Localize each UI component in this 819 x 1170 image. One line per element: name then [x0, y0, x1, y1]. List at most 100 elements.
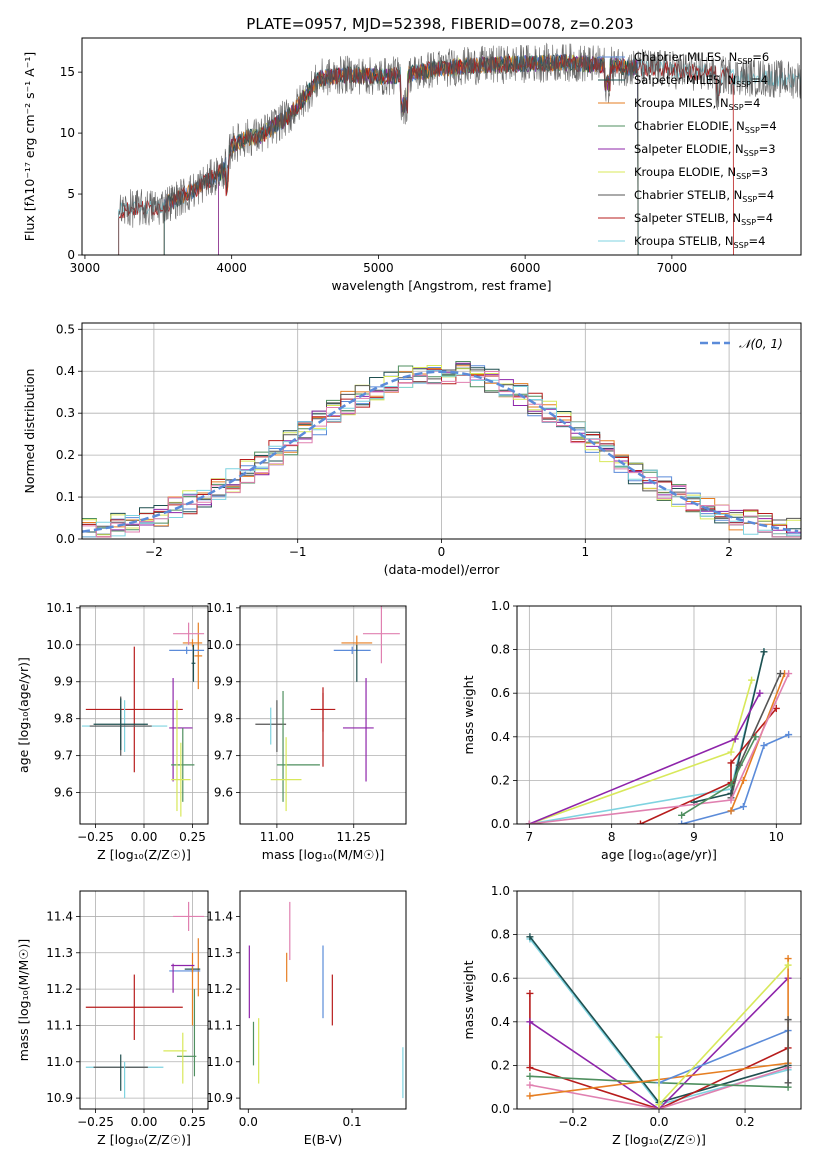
y-tick-label: 10	[60, 126, 75, 140]
axes-frame	[516, 605, 802, 825]
weight-marker	[784, 1079, 792, 1087]
weight-marker	[526, 1072, 534, 1080]
axes-mass_vs_Z: −0.25 0.00 0.25 10.9 11.0 11.1 11.2 11.3 11.4 Z […	[16, 890, 209, 1147]
weight-line-pink	[529, 1066, 789, 1109]
x-tick-label: 0.2	[736, 1115, 755, 1129]
y-tick-label: 9.9	[214, 675, 233, 689]
x-tick-label: 11.25	[337, 830, 371, 844]
y-tick-label: 9.6	[54, 786, 73, 800]
x-tick-label: 0.00	[131, 830, 158, 844]
weight-line-salpeter_stelib	[640, 707, 777, 824]
y-tick-label: 9.8	[214, 712, 233, 726]
plot-area-age_vs_Z	[81, 622, 205, 817]
y-tick-label: 0.4	[491, 1015, 510, 1029]
legend-entry: Chabrier ELODIE, NSSP=4	[634, 119, 777, 135]
x-tick-label: 2	[725, 545, 733, 559]
x-tick-label: 0.25	[179, 830, 206, 844]
axes-mass_vs_ebv: 0.0 0.1 10.9 11.0 11.1 11.2 11.3 11.4 E(B-V)	[206, 890, 407, 1147]
weight-marker	[526, 1081, 534, 1089]
weight-marker	[760, 648, 768, 656]
weight-marker	[655, 1101, 663, 1109]
x-axis-label: mass [log₁₀(M/M☉)]	[262, 847, 384, 862]
weight-marker	[526, 989, 534, 997]
spectrum-line-salpeter_elodie	[218, 54, 639, 255]
y-tick-label: 11.1	[46, 1018, 73, 1032]
y-axis-label: Normed distribution	[22, 369, 37, 494]
y-tick-label: 11.2	[206, 982, 233, 996]
weight-marker	[727, 759, 735, 767]
x-axis-label: E(B-V)	[304, 1132, 343, 1147]
x-tick-label: 0.25	[179, 1115, 206, 1129]
y-axis-label: Flux [fλ10⁻¹⁷ erg cm⁻² s⁻¹ A⁻¹]	[22, 52, 37, 241]
y-tick-label: 10.9	[206, 1091, 233, 1105]
weight-marker	[526, 1018, 534, 1026]
plot-area-residuals	[82, 361, 801, 538]
y-tick-label: 9.7	[214, 749, 233, 763]
weight-marker	[636, 820, 644, 824]
weight-marker	[785, 731, 793, 739]
x-axis-label: age [log₁₀(age/yr)]	[601, 847, 717, 862]
plot-area-spectrum	[118, 42, 801, 255]
x-tick-label: 3000	[70, 261, 101, 275]
y-tick-label: 9.7	[54, 749, 73, 763]
y-tick-label: 0.2	[491, 1058, 510, 1072]
axes-weight_vs_Z: −0.2 0.0 0.2 0.0 0.2 0.4 0.6 0.8 1.0 Z [log₁₀(Z/Z…	[461, 884, 802, 1147]
y-tick-label: 0.2	[491, 773, 510, 787]
weight-marker	[776, 670, 784, 678]
weight-line-kroupa_elodie	[529, 679, 753, 824]
y-tick-label: 9.9	[54, 675, 73, 689]
y-tick-label: 5	[67, 187, 75, 201]
histogram-pink	[82, 371, 801, 538]
x-tick-label: −0.25	[77, 1115, 114, 1129]
y-tick-label: 0.1	[56, 490, 75, 504]
weight-line-salpeter_elodie	[529, 977, 789, 1109]
spectrum-line-chabrier_stelib	[118, 42, 801, 255]
y-tick-label: 9.6	[214, 786, 233, 800]
y-tick-label: 10.9	[46, 1091, 73, 1105]
legend-entry: 𝒩(0, 1)	[739, 337, 783, 351]
plot-area-age_vs_mass	[255, 606, 400, 812]
axes-frame	[81, 37, 802, 256]
gaussian-curve	[82, 370, 799, 533]
x-tick-label: −0.2	[558, 1115, 587, 1129]
y-tick-label: 0	[67, 248, 75, 262]
weight-marker	[731, 735, 739, 743]
axes-spectrum: 3000 4000 5000 6000 7000 0 5 10 15 wavelength [An…	[22, 37, 802, 293]
y-tick-label: 0.8	[491, 643, 510, 657]
plot-area-mass_vs_Z	[85, 901, 205, 1099]
weight-marker	[756, 689, 764, 697]
x-axis-label: Z [log₁₀(Z/Z☉)]	[97, 1132, 191, 1147]
weight-marker	[772, 704, 780, 712]
legend-entry: Salpeter STELIB, NSSP=4	[634, 211, 773, 227]
x-tick-label: 11.00	[260, 830, 294, 844]
y-tick-label: 15	[60, 65, 75, 79]
weight-marker	[678, 811, 686, 819]
x-tick-label: 0	[438, 545, 446, 559]
y-tick-label: 0.0	[491, 817, 510, 831]
weight-marker	[727, 796, 735, 804]
weight-marker	[748, 676, 756, 684]
x-tick-label: 8	[608, 830, 616, 844]
y-tick-label: 0.6	[491, 971, 510, 985]
weight-marker	[526, 1092, 534, 1100]
weight-line-chabrier_miles	[658, 1029, 789, 1084]
weight-marker	[785, 670, 793, 678]
weight-marker	[655, 1033, 663, 1041]
y-tick-label: 0.0	[491, 1102, 510, 1116]
y-tick-label: 0.3	[56, 406, 75, 420]
y-tick-label: 11.1	[206, 1018, 233, 1032]
weight-marker	[784, 961, 792, 969]
x-tick-label: 7	[526, 830, 534, 844]
y-tick-label: 11.3	[46, 946, 73, 960]
y-tick-label: 1.0	[491, 884, 510, 898]
spectrum-line-kroupa_elodie	[218, 54, 639, 255]
y-tick-label: 11.3	[206, 946, 233, 960]
weight-marker	[752, 733, 760, 741]
weight-marker	[727, 807, 735, 815]
axes-age_vs_Z: −0.25 0.00 0.25 9.6 9.7 9.8 9.9 10.0 10.1 Z [log₁…	[16, 601, 209, 862]
axes-frame	[239, 890, 407, 1110]
axes-age_vs_mass: 11.00 11.25 9.6 9.7 9.8 9.9 10.0 10.1 mass [log₁…	[206, 601, 407, 862]
x-tick-label: 0.0	[649, 1115, 668, 1129]
